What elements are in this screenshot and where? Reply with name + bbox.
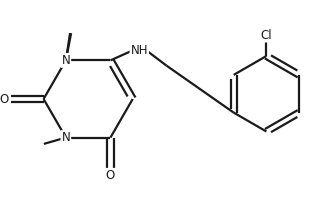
- Text: NH: NH: [130, 45, 148, 57]
- Text: N: N: [61, 131, 70, 144]
- Text: Cl: Cl: [261, 29, 272, 42]
- Text: N: N: [61, 54, 70, 67]
- Text: O: O: [0, 92, 9, 106]
- Text: O: O: [106, 169, 115, 182]
